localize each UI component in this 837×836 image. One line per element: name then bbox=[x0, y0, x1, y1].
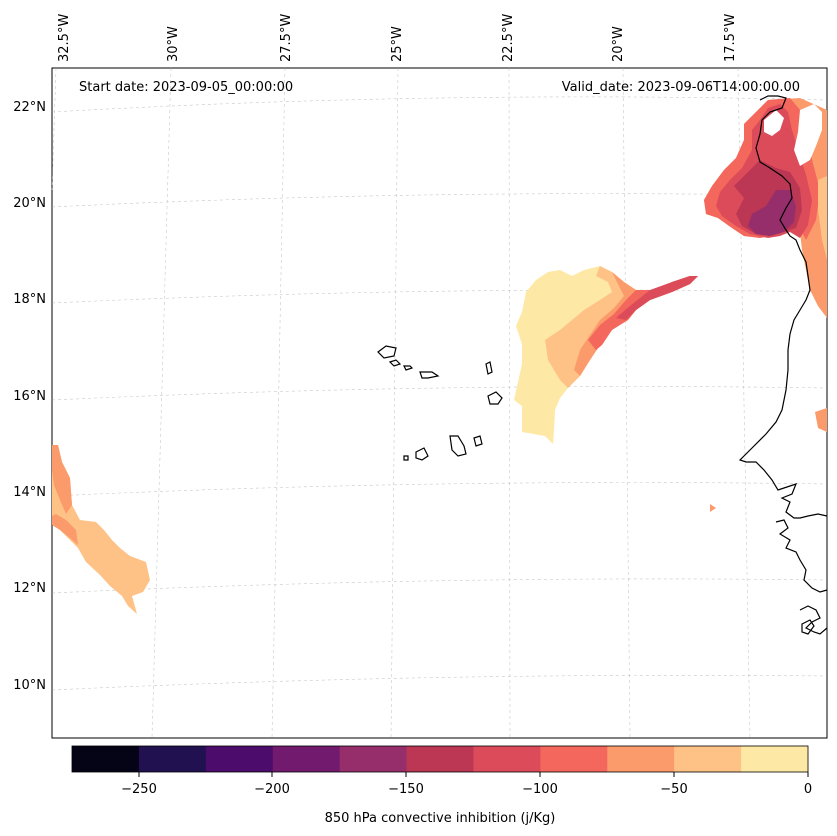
lat-label: 16°N bbox=[13, 389, 46, 404]
lat-label: 20°N bbox=[13, 196, 46, 211]
colorbar-swatch bbox=[72, 746, 140, 772]
colorbar-swatch bbox=[138, 746, 207, 772]
island-sal bbox=[485, 361, 493, 375]
colorbar-swatch bbox=[272, 746, 341, 772]
island-santa-luzia bbox=[403, 365, 414, 371]
africa-coast bbox=[738, 95, 828, 519]
cin-patch-west-orange bbox=[52, 445, 72, 514]
colorbar-swatches bbox=[72, 746, 809, 772]
lat-label: 12°N bbox=[13, 581, 46, 596]
island-fogo bbox=[415, 447, 429, 461]
lon-label: 27.5°W bbox=[279, 14, 294, 62]
lat-label: 10°N bbox=[13, 678, 46, 693]
island-brava bbox=[403, 455, 409, 461]
graticule bbox=[51, 67, 828, 739]
guinea-bissau-coast bbox=[775, 519, 828, 593]
latitude-labels: 22°N 20°N 18°N 16°N 14°N 12°N 10°N bbox=[13, 100, 46, 693]
lat-label: 14°N bbox=[13, 485, 46, 500]
lat-label: 18°N bbox=[13, 292, 46, 307]
lon-label: 17.5°W bbox=[723, 14, 738, 62]
colorbar-swatch bbox=[205, 746, 274, 772]
island-sao-vicente bbox=[388, 359, 402, 367]
colorbar-swatch bbox=[339, 746, 408, 772]
colorbar-tick-label: 0 bbox=[804, 782, 812, 797]
cin-patch-central-red bbox=[616, 276, 698, 320]
colorbar-swatch bbox=[473, 746, 541, 772]
lon-label: 20°W bbox=[611, 26, 626, 62]
colorbar-swatch bbox=[540, 746, 608, 772]
colorbar-tick-label: −200 bbox=[254, 782, 290, 797]
colorbar: −250 −200 −150 −100 −50 0 850 hPa convec… bbox=[71, 745, 812, 826]
colorbar-swatch bbox=[741, 746, 809, 772]
cin-patch-ne-purple bbox=[748, 190, 796, 236]
coastlines bbox=[377, 95, 828, 635]
colorbar-label: 850 hPa convective inhibition (j/Kg) bbox=[325, 811, 556, 826]
island-santiago bbox=[449, 435, 467, 457]
colorbar-swatch bbox=[674, 746, 742, 772]
lon-label: 30°W bbox=[166, 26, 181, 62]
colorbar-tick-label: −250 bbox=[121, 782, 157, 797]
cin-patch-east-small bbox=[815, 408, 827, 432]
colorbar-ticks: −250 −200 −150 −100 −50 0 bbox=[121, 772, 812, 797]
cin-patch-east-tiny bbox=[710, 504, 716, 512]
colorbar-tick-label: −100 bbox=[522, 782, 558, 797]
lon-label: 32.5°W bbox=[57, 14, 72, 62]
colorbar-swatch bbox=[607, 746, 675, 772]
start-date-label: Start date: 2023-09-05_00:00:00 bbox=[79, 80, 293, 95]
cin-patch-central-lightest bbox=[514, 266, 698, 444]
lat-label: 22°N bbox=[13, 100, 46, 115]
longitude-labels: 32.5°W 30°W 27.5°W 25°W 22.5°W 20°W 17.5… bbox=[57, 14, 738, 62]
island-maio bbox=[473, 435, 483, 447]
colorbar-tick-label: −50 bbox=[660, 782, 687, 797]
cin-patch-west-light bbox=[52, 445, 150, 614]
colorbar-tick-label: −150 bbox=[388, 782, 424, 797]
cin-patch-ne-hole-1 bbox=[764, 110, 784, 136]
coast-fragment bbox=[801, 619, 815, 635]
map-frame bbox=[51, 67, 828, 739]
cin-patch-ne-hole-2 bbox=[794, 104, 822, 166]
island-santo-antao bbox=[377, 345, 397, 359]
valid-date-label: Valid_date: 2023-09-06T14:00:00.00 bbox=[562, 80, 800, 95]
cin-patch-west-orange-2 bbox=[52, 514, 78, 545]
cin-field bbox=[52, 98, 827, 614]
island-boa-vista bbox=[487, 391, 503, 405]
colorbar-swatch bbox=[406, 746, 474, 772]
colorbar-outline bbox=[71, 745, 809, 773]
cin-patch-ne-light bbox=[818, 176, 827, 260]
lon-label: 22.5°W bbox=[501, 14, 516, 62]
lon-label: 25°W bbox=[390, 26, 405, 62]
island-sao-nicolau bbox=[419, 371, 440, 379]
